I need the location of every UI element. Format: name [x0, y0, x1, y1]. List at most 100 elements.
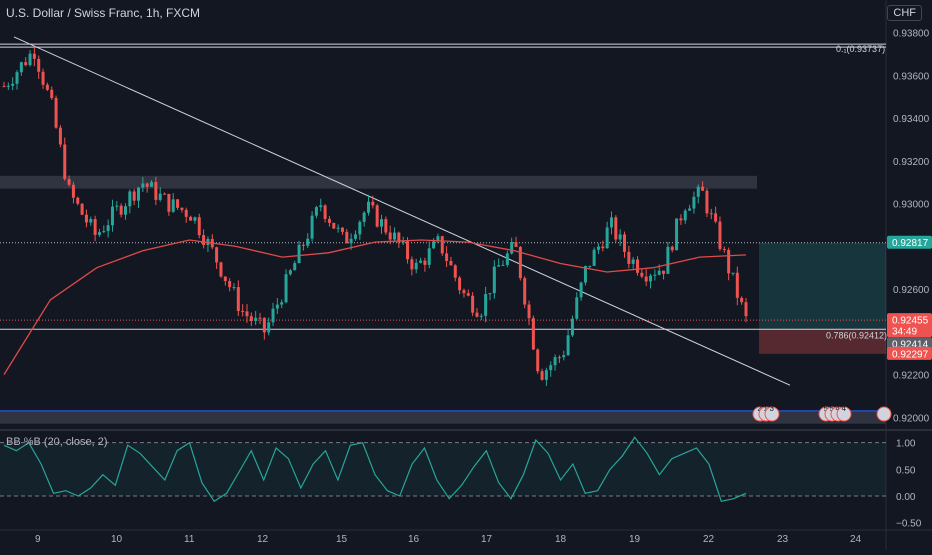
candle-body[interactable]	[267, 322, 271, 333]
candle-body[interactable]	[393, 232, 397, 240]
candle-body[interactable]	[601, 246, 605, 249]
candle-body[interactable]	[510, 242, 514, 254]
candle-body[interactable]	[570, 318, 574, 336]
candle-body[interactable]	[19, 62, 23, 73]
candle-body[interactable]	[197, 217, 201, 236]
candle-body[interactable]	[167, 193, 171, 212]
candle-body[interactable]	[462, 290, 466, 294]
candle-body[interactable]	[440, 236, 444, 254]
event-badge[interactable]	[876, 406, 892, 422]
candle-body[interactable]	[80, 203, 84, 215]
candle-body[interactable]	[653, 274, 657, 276]
bb-percent-line[interactable]	[3, 436, 747, 503]
candle-body[interactable]	[466, 293, 470, 296]
candle-body[interactable]	[223, 276, 227, 282]
candle-body[interactable]	[202, 235, 206, 246]
candle-body[interactable]	[518, 246, 522, 279]
candle-body[interactable]	[566, 335, 570, 356]
candle-body[interactable]	[722, 248, 726, 250]
candle-body[interactable]	[484, 294, 488, 316]
candle-body[interactable]	[180, 207, 184, 210]
candle-body[interactable]	[636, 259, 640, 273]
candle-body[interactable]	[184, 209, 188, 217]
candle-body[interactable]	[436, 236, 440, 242]
candle-body[interactable]	[54, 98, 58, 128]
candle-body[interactable]	[154, 182, 158, 200]
candle-body[interactable]	[709, 213, 713, 215]
candle-body[interactable]	[544, 370, 548, 380]
candle-body[interactable]	[254, 317, 258, 321]
candle-body[interactable]	[97, 232, 101, 235]
candle-body[interactable]	[193, 217, 197, 221]
candle-body[interactable]	[189, 216, 193, 221]
resistance-zone[interactable]	[0, 175, 757, 189]
candle-body[interactable]	[705, 190, 709, 214]
candle-body[interactable]	[397, 232, 401, 243]
candle-body[interactable]	[644, 276, 648, 282]
candle-body[interactable]	[492, 266, 496, 294]
candle-body[interactable]	[618, 234, 622, 240]
candle-body[interactable]	[123, 206, 127, 215]
candle-body[interactable]	[727, 249, 731, 274]
candle-body[interactable]	[176, 199, 180, 208]
candle-body[interactable]	[366, 201, 370, 213]
candle-body[interactable]	[501, 264, 505, 266]
candle-body[interactable]	[245, 311, 249, 317]
candle-body[interactable]	[588, 265, 592, 267]
candle-body[interactable]	[228, 281, 232, 288]
candle-body[interactable]	[583, 266, 587, 283]
moving-average-line[interactable]	[3, 239, 747, 375]
candle-body[interactable]	[89, 219, 93, 223]
candle-body[interactable]	[6, 85, 10, 87]
candle-body[interactable]	[423, 260, 427, 265]
candle-body[interactable]	[349, 238, 353, 244]
candle-body[interactable]	[314, 207, 318, 216]
candle-body[interactable]	[419, 260, 423, 263]
trendline[interactable]	[13, 36, 791, 386]
candle-body[interactable]	[345, 231, 349, 244]
candle-body[interactable]	[258, 317, 262, 319]
candle-body[interactable]	[215, 247, 219, 263]
candle-body[interactable]	[488, 293, 492, 295]
candle-body[interactable]	[171, 199, 175, 212]
candle-body[interactable]	[293, 263, 297, 271]
candle-body[interactable]	[553, 357, 557, 366]
candle-body[interactable]	[358, 221, 362, 235]
candle-body[interactable]	[505, 253, 509, 265]
candle-body[interactable]	[241, 310, 245, 312]
candle-body[interactable]	[735, 272, 739, 298]
position-stop-zone[interactable]	[759, 329, 886, 354]
candle-body[interactable]	[579, 282, 583, 298]
candle-body[interactable]	[327, 218, 331, 223]
candle-body[interactable]	[58, 127, 62, 145]
candle-body[interactable]	[150, 182, 154, 187]
candle-body[interactable]	[306, 238, 310, 246]
candle-body[interactable]	[375, 205, 379, 227]
candle-body[interactable]	[11, 83, 15, 86]
candle-body[interactable]	[536, 349, 540, 372]
candle-body[interactable]	[696, 186, 700, 197]
candle-body[interactable]	[284, 274, 288, 303]
candle-body[interactable]	[32, 53, 36, 59]
candle-body[interactable]	[310, 215, 314, 239]
candle-body[interactable]	[557, 357, 561, 359]
candle-body[interactable]	[28, 53, 32, 66]
candle-body[interactable]	[432, 241, 436, 249]
candle-body[interactable]	[744, 302, 748, 317]
candle-body[interactable]	[683, 210, 687, 221]
candle-body[interactable]	[479, 315, 483, 317]
candle-body[interactable]	[37, 58, 41, 72]
candle-body[interactable]	[84, 214, 88, 223]
candle-body[interactable]	[649, 275, 653, 282]
candle-body[interactable]	[280, 302, 284, 305]
candle-body[interactable]	[631, 259, 635, 264]
candle-body[interactable]	[353, 234, 357, 239]
candle-body[interactable]	[50, 89, 54, 99]
event-badge[interactable]	[836, 406, 852, 422]
candle-body[interactable]	[670, 246, 674, 251]
candle-body[interactable]	[384, 219, 388, 233]
candle-body[interactable]	[63, 144, 67, 180]
candle-body[interactable]	[410, 259, 414, 270]
candle-body[interactable]	[666, 246, 670, 274]
